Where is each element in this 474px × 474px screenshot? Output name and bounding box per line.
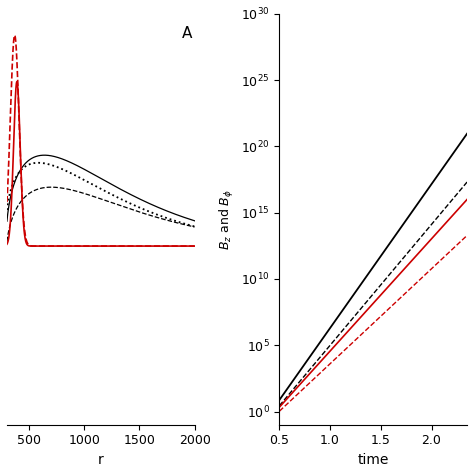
Y-axis label: $B_z$ and $B_\phi$: $B_z$ and $B_\phi$ (218, 189, 236, 250)
Text: A: A (182, 26, 192, 41)
X-axis label: time: time (357, 453, 389, 467)
X-axis label: r: r (98, 453, 104, 467)
